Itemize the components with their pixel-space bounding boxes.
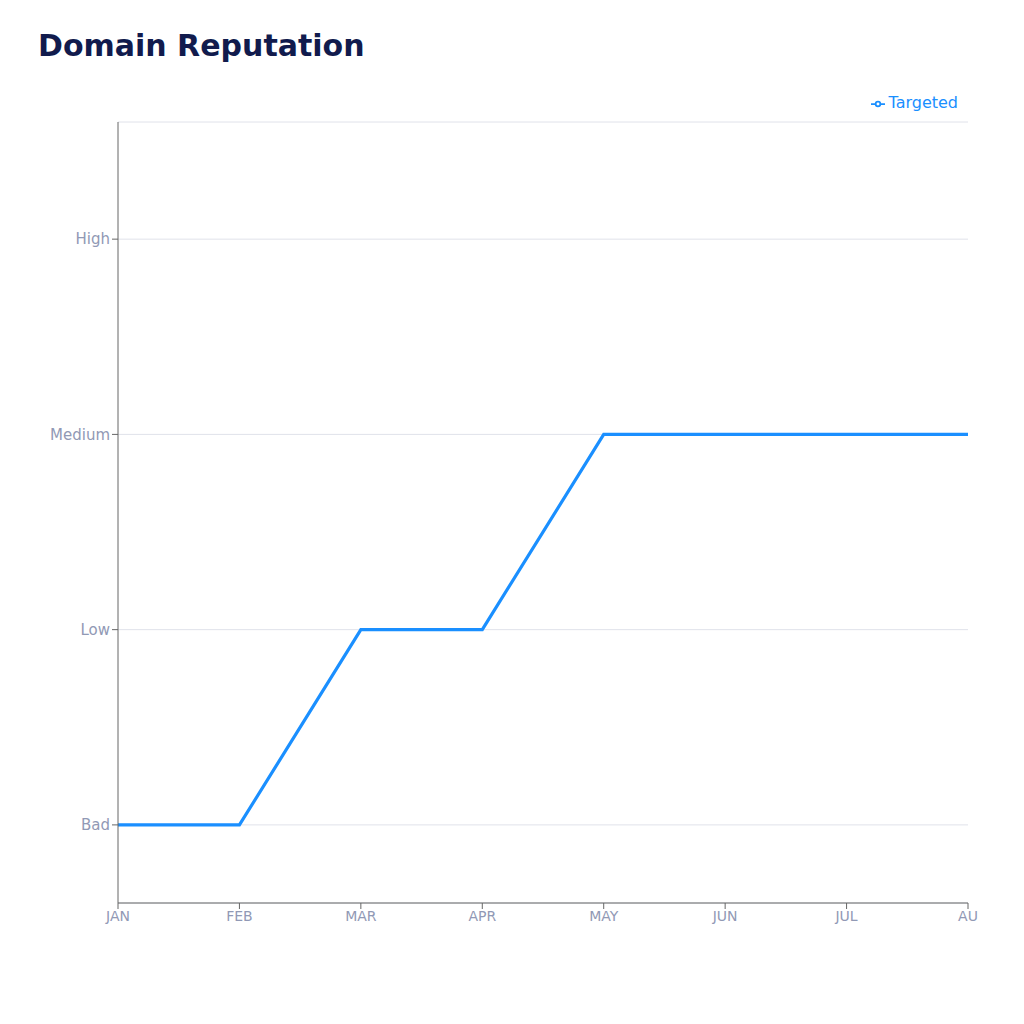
svg-text:FEB: FEB [226,908,253,924]
svg-text:JUN: JUN [712,908,738,924]
svg-text:APR: APR [468,908,496,924]
svg-text:JUL: JUL [834,908,857,924]
svg-text:JAN: JAN [105,908,130,924]
svg-text:MAR: MAR [345,908,377,924]
svg-text:Low: Low [80,621,110,639]
svg-text:AU: AU [958,908,978,924]
svg-text:MAY: MAY [589,908,619,924]
svg-text:High: High [76,230,110,248]
svg-text:Bad: Bad [81,816,110,834]
html-text:Targeted: Targeted [888,93,958,112]
svg-text:Medium: Medium [50,426,110,444]
html-text:Domain Reputation: Domain Reputation [38,28,365,63]
